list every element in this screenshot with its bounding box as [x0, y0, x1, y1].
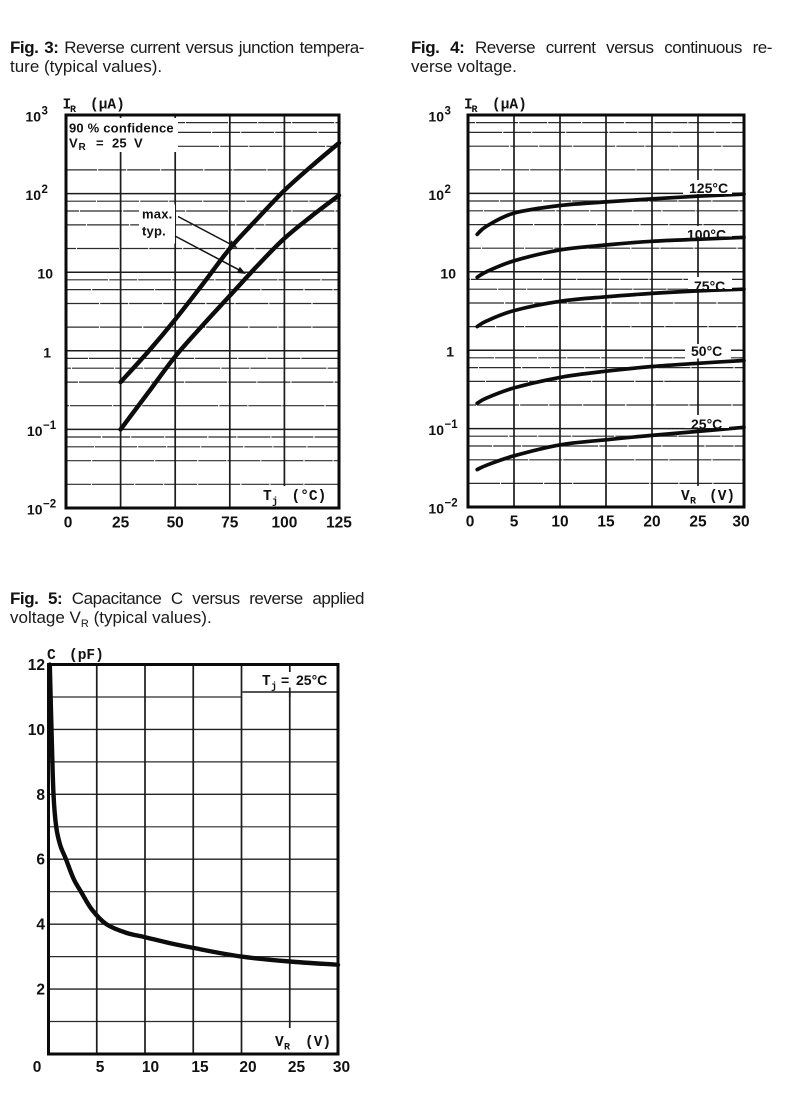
svg-text:15: 15 — [191, 1059, 209, 1076]
svg-text:25: 25 — [112, 136, 127, 151]
svg-text:30: 30 — [333, 1059, 350, 1076]
svg-text:T: T — [263, 489, 272, 505]
svg-text:1: 1 — [43, 344, 51, 360]
svg-text:25°C: 25°C — [296, 672, 327, 688]
svg-text:(V): (V) — [305, 1035, 331, 1051]
svg-text:1: 1 — [446, 344, 454, 360]
svg-text:2: 2 — [36, 982, 45, 999]
svg-text:R: R — [472, 105, 478, 116]
svg-text:−1: −1 — [445, 419, 459, 431]
svg-text:I: I — [464, 98, 473, 114]
svg-text:10: 10 — [551, 514, 568, 531]
svg-text:25: 25 — [112, 515, 130, 532]
svg-text:C: C — [47, 648, 56, 664]
svg-text:2: 2 — [42, 184, 48, 196]
svg-text:max.: max. — [142, 207, 172, 222]
svg-text:10: 10 — [25, 187, 41, 203]
svg-text:(pF): (pF) — [69, 648, 104, 664]
svg-text:100°C: 100°C — [687, 227, 726, 243]
svg-text:R: R — [690, 497, 696, 508]
svg-text:V: V — [69, 136, 78, 151]
svg-text:6: 6 — [36, 852, 45, 869]
svg-text:V: V — [134, 136, 143, 151]
svg-text:R: R — [70, 105, 76, 116]
svg-text:(µA): (µA) — [90, 98, 125, 114]
svg-text:3: 3 — [445, 106, 451, 118]
svg-text:100: 100 — [271, 515, 297, 532]
svg-text:8: 8 — [36, 787, 45, 804]
svg-text:20: 20 — [239, 1059, 256, 1076]
svg-text:75°C: 75°C — [694, 278, 725, 294]
svg-text:0: 0 — [466, 514, 475, 531]
svg-text:R: R — [79, 142, 87, 153]
svg-text:(V): (V) — [709, 489, 735, 505]
svg-text:10: 10 — [142, 1059, 159, 1076]
svg-text:(µA): (µA) — [492, 98, 527, 114]
svg-text:75: 75 — [221, 515, 239, 532]
svg-text:j: j — [271, 681, 277, 693]
svg-text:−1: −1 — [43, 420, 57, 432]
svg-text:5: 5 — [96, 1059, 105, 1076]
svg-text:20: 20 — [643, 514, 660, 531]
svg-text:5: 5 — [510, 514, 519, 531]
svg-text:=: = — [96, 136, 104, 151]
svg-text:4: 4 — [36, 917, 45, 934]
svg-text:=: = — [281, 672, 289, 688]
svg-text:10: 10 — [25, 109, 41, 125]
svg-text:10: 10 — [440, 265, 456, 281]
svg-text:30: 30 — [732, 514, 749, 531]
svg-text:V: V — [275, 1035, 284, 1051]
svg-text:0: 0 — [64, 515, 73, 532]
svg-text:10: 10 — [27, 502, 43, 518]
svg-text:10: 10 — [428, 501, 444, 517]
svg-text:3: 3 — [42, 106, 48, 118]
svg-text:−2: −2 — [445, 498, 458, 510]
svg-text:typ.: typ. — [142, 224, 166, 239]
svg-text:25: 25 — [288, 1059, 306, 1076]
svg-text:2: 2 — [445, 184, 451, 196]
svg-text:R: R — [284, 1043, 290, 1054]
svg-text:15: 15 — [597, 514, 615, 531]
svg-text:10: 10 — [37, 266, 53, 282]
svg-text:10: 10 — [28, 722, 45, 739]
svg-text:(°C): (°C) — [292, 489, 327, 505]
svg-text:50°C: 50°C — [691, 343, 722, 359]
svg-text:10: 10 — [428, 109, 444, 125]
svg-text:0: 0 — [33, 1059, 42, 1076]
svg-text:−2: −2 — [43, 499, 56, 511]
svg-text:V: V — [681, 489, 690, 505]
svg-text:90 % confidence: 90 % confidence — [69, 121, 174, 136]
svg-text:125°C: 125°C — [689, 180, 728, 196]
svg-text:25: 25 — [689, 514, 707, 531]
svg-text:50: 50 — [167, 515, 184, 532]
svg-text:25°C: 25°C — [691, 416, 722, 432]
svg-text:I: I — [63, 98, 72, 114]
svg-text:10: 10 — [27, 423, 43, 439]
svg-text:j: j — [272, 496, 278, 508]
svg-text:12: 12 — [28, 657, 45, 674]
svg-text:10: 10 — [428, 187, 444, 203]
svg-text:10: 10 — [428, 422, 444, 438]
svg-text:T: T — [262, 674, 271, 690]
svg-text:125: 125 — [326, 515, 352, 532]
